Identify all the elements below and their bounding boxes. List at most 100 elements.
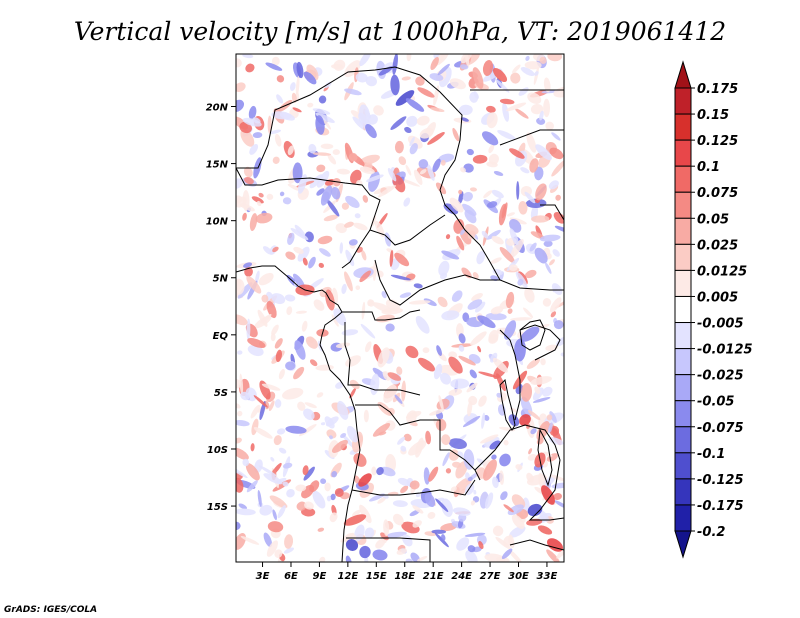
field-patch bbox=[491, 189, 504, 199]
field-patch bbox=[242, 212, 247, 221]
field-patch bbox=[289, 82, 296, 91]
field-patch bbox=[253, 427, 273, 439]
border-line bbox=[369, 214, 446, 246]
field-patch bbox=[331, 314, 339, 327]
field-patch bbox=[312, 108, 331, 115]
colorbar-label: 0.005 bbox=[697, 290, 738, 305]
field-patch bbox=[508, 549, 523, 562]
field-patch bbox=[409, 143, 418, 155]
field-patch bbox=[246, 276, 262, 294]
field-patch bbox=[552, 249, 560, 257]
field-patch bbox=[260, 313, 272, 324]
field-patch bbox=[263, 473, 283, 485]
field-patch bbox=[520, 382, 533, 402]
field-patch bbox=[539, 56, 547, 64]
field-patch bbox=[284, 534, 294, 549]
field-patch bbox=[489, 352, 498, 363]
field-patch bbox=[546, 414, 553, 421]
field-patch bbox=[465, 550, 478, 562]
field-patch bbox=[530, 231, 545, 240]
field-patch bbox=[418, 159, 429, 169]
field-patch bbox=[348, 239, 358, 246]
field-patch bbox=[341, 433, 355, 449]
field-patch bbox=[416, 115, 430, 126]
field-patch bbox=[279, 191, 285, 197]
field-patch bbox=[502, 102, 510, 122]
field-patch bbox=[406, 54, 412, 62]
field-patch bbox=[394, 140, 404, 154]
field-patch bbox=[245, 63, 255, 73]
field-patch bbox=[549, 147, 564, 160]
y-tick-label: 5N bbox=[213, 274, 229, 285]
field-patch bbox=[372, 549, 388, 561]
colorbar-segment bbox=[674, 217, 692, 245]
field-patch bbox=[337, 400, 349, 420]
field-patch bbox=[390, 116, 407, 130]
field-patch bbox=[477, 345, 482, 353]
field-patch bbox=[329, 512, 338, 523]
field-patch bbox=[430, 56, 439, 71]
field-patch bbox=[274, 338, 283, 349]
field-patch bbox=[458, 104, 473, 116]
field-patch bbox=[253, 395, 268, 408]
field-patch bbox=[359, 504, 372, 524]
field-patch bbox=[543, 77, 551, 93]
field-patch bbox=[464, 209, 477, 224]
field-patch bbox=[259, 504, 273, 516]
field-patch bbox=[480, 434, 499, 444]
colorbar-label: 0.05 bbox=[697, 212, 729, 227]
field-patch bbox=[367, 300, 374, 306]
field-patch bbox=[491, 235, 504, 245]
field-patch bbox=[427, 511, 436, 519]
field-patch bbox=[462, 191, 473, 202]
field-patch bbox=[551, 283, 563, 296]
x-tick-label: 9E bbox=[313, 571, 327, 582]
field-patch bbox=[466, 148, 474, 156]
field-patch bbox=[554, 225, 564, 234]
x-tick-label: 6E bbox=[284, 571, 298, 582]
field-patch bbox=[303, 466, 315, 481]
field-patch bbox=[499, 246, 515, 264]
field-patch bbox=[417, 87, 435, 98]
field-patch bbox=[282, 197, 292, 205]
field-patch bbox=[503, 320, 517, 340]
colorbar-label: -0.1 bbox=[697, 447, 725, 462]
field-patch bbox=[373, 105, 384, 116]
colorbar-label: -0.025 bbox=[697, 369, 744, 384]
border-line bbox=[519, 324, 561, 361]
border-line bbox=[236, 66, 564, 291]
field-patch bbox=[405, 98, 425, 112]
field-patch bbox=[295, 310, 308, 314]
lake-outline bbox=[537, 428, 553, 487]
field-patch bbox=[236, 403, 241, 409]
field-patch bbox=[461, 267, 472, 279]
field-patch bbox=[507, 308, 513, 314]
field-patch bbox=[236, 58, 242, 68]
field-patch bbox=[450, 486, 457, 492]
colorbar-label: 0.0125 bbox=[697, 264, 747, 279]
field-patch bbox=[381, 307, 403, 315]
field-patch bbox=[428, 466, 439, 482]
field-patch bbox=[293, 366, 305, 380]
field-patch bbox=[236, 419, 250, 427]
field-patch bbox=[344, 88, 362, 96]
field-patch bbox=[543, 240, 553, 247]
field-patch bbox=[546, 549, 560, 562]
field-patch bbox=[438, 54, 447, 65]
field-patch bbox=[326, 429, 337, 439]
field-patch bbox=[303, 71, 317, 85]
field-patch bbox=[236, 178, 243, 189]
field-patch bbox=[549, 259, 555, 266]
field-patch bbox=[526, 132, 537, 153]
field-patch bbox=[511, 514, 525, 530]
field-patch bbox=[548, 437, 564, 445]
field-patch bbox=[528, 448, 533, 455]
field-patch bbox=[282, 462, 293, 469]
x-tick-label: 30E bbox=[508, 571, 529, 582]
field-patch bbox=[503, 504, 514, 513]
field-patch bbox=[399, 178, 420, 187]
field-patch bbox=[301, 507, 316, 517]
field-patch bbox=[404, 126, 412, 134]
colorbar-label: -0.0125 bbox=[697, 343, 753, 358]
field-patch bbox=[239, 203, 255, 212]
